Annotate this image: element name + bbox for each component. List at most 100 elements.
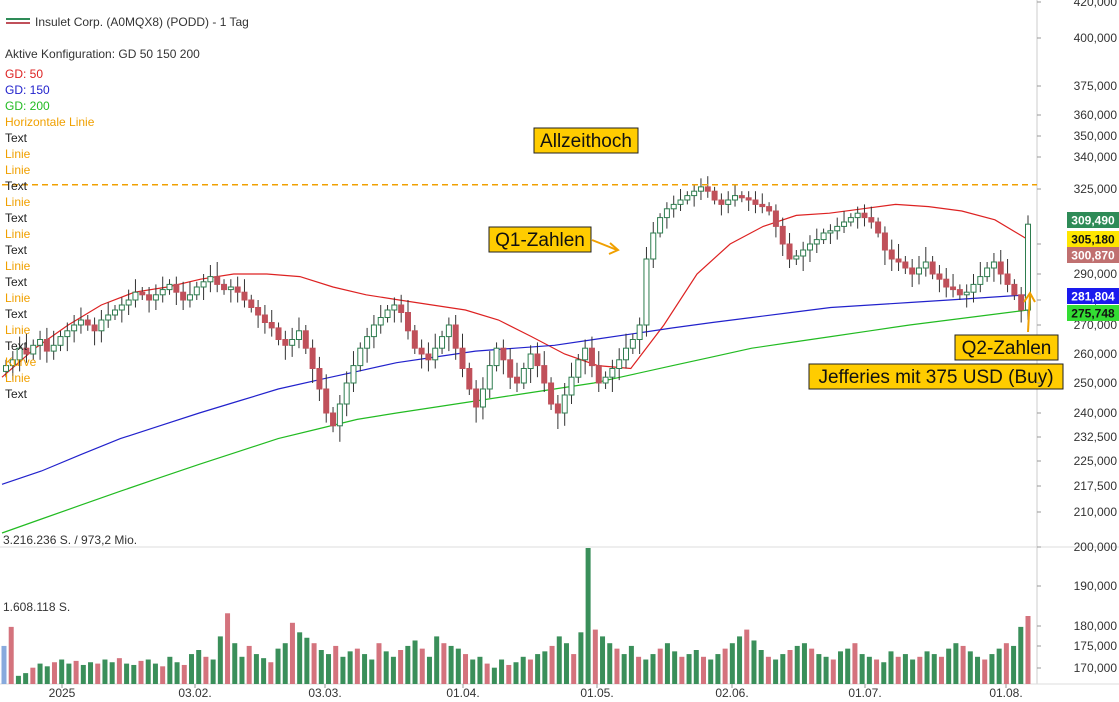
volume-bar <box>477 656 483 684</box>
y-tick-label: 420,000 <box>1074 0 1118 9</box>
candle-body <box>977 276 984 285</box>
y-axis: 420,000 400,000 375,000 360,000 350,000 340,0… <box>1037 0 1117 675</box>
volume-bar <box>866 656 872 684</box>
x-tick-label: 01.04. <box>446 686 479 700</box>
arrow-line <box>591 239 618 251</box>
annotation-box <box>488 226 592 253</box>
volume-bar <box>996 648 1002 684</box>
volume-bar <box>463 654 469 684</box>
volume-bar <box>131 664 137 684</box>
candle-body <box>691 190 698 197</box>
volume-bar <box>289 622 295 684</box>
volume-bar <box>275 648 281 684</box>
candle-body <box>71 324 78 332</box>
candle-body <box>984 267 991 278</box>
candle-body <box>514 376 520 384</box>
volume-bar <box>1 645 7 684</box>
volume-bar <box>823 656 829 684</box>
volume-bar <box>902 654 908 684</box>
candle-body <box>309 347 316 370</box>
volume-bar <box>628 645 634 684</box>
volume-bar <box>513 662 519 684</box>
legend-item: Linie <box>5 195 31 209</box>
y-tick-label: 180,000 <box>1074 619 1118 633</box>
volume-bar <box>455 648 461 684</box>
x-tick-label: 03.03. <box>308 686 341 700</box>
volume-bar <box>390 656 396 684</box>
legend-item: Text <box>5 179 28 193</box>
volume-bar <box>282 643 288 684</box>
volume-bar <box>578 632 584 684</box>
volume-bar <box>614 648 620 684</box>
candle-body <box>909 267 916 275</box>
volume-bar <box>542 651 548 684</box>
volume-bar <box>1003 643 1009 684</box>
annotation-box <box>533 127 639 154</box>
y-tick-label: 375,000 <box>1074 79 1118 93</box>
candle-body <box>30 344 37 355</box>
candle-body <box>902 261 909 269</box>
volume-bar <box>383 651 389 684</box>
price-tag-value: 309,490 <box>1071 214 1115 228</box>
candle-body <box>404 312 411 332</box>
gd150-line <box>1 294 1029 485</box>
candle-body <box>718 199 725 205</box>
volume-bar <box>636 656 642 684</box>
volume-bar <box>758 650 764 684</box>
volume-bar <box>261 658 267 684</box>
candle-body <box>609 368 616 378</box>
volume-bar <box>59 659 65 684</box>
price-tag <box>1067 212 1119 228</box>
candle-body <box>9 359 16 367</box>
candle-body <box>616 359 623 369</box>
candle-body <box>227 286 234 291</box>
volume-bar <box>924 651 930 684</box>
y-tick-label: 175,000 <box>1074 639 1118 653</box>
volume-bar <box>621 654 627 684</box>
volume-bar <box>95 663 101 684</box>
volume-bar <box>953 643 959 684</box>
volume-bar <box>874 659 880 684</box>
candle-body <box>1011 283 1018 296</box>
candle-body <box>221 283 228 291</box>
volume-bar <box>881 662 887 684</box>
annotation-box <box>954 334 1059 361</box>
candle-body <box>418 347 425 355</box>
legend-item: GD: 150 <box>5 83 50 97</box>
candle-body <box>561 394 568 414</box>
candlesticks <box>3 176 1031 442</box>
candle-body <box>684 195 691 201</box>
candle-body <box>152 294 159 301</box>
y-tick-label: 290,000 <box>1074 267 1118 281</box>
volume-bar <box>138 660 144 684</box>
candle-body <box>323 388 330 414</box>
volume-bar <box>419 648 425 684</box>
volume-bar <box>600 636 606 684</box>
candle-body <box>657 217 664 234</box>
price-tag-value: 305,180 <box>1071 233 1115 247</box>
candle-body <box>391 304 398 311</box>
candle-body <box>207 276 214 283</box>
volume-bar <box>491 667 497 684</box>
volume-bar <box>859 654 865 684</box>
candle-body <box>452 324 459 349</box>
candle-body <box>193 286 200 296</box>
candle-body <box>302 330 309 349</box>
candle-body <box>970 283 977 293</box>
volume-bar <box>174 662 180 684</box>
legend-item: Text <box>5 339 28 353</box>
candle-body <box>432 347 439 361</box>
candle-body <box>759 203 766 208</box>
candle-body <box>77 319 84 326</box>
volume-bar <box>664 643 670 684</box>
volume-bar <box>405 645 411 684</box>
candle-body <box>173 283 180 293</box>
volume-bar <box>196 650 202 684</box>
volume-bar <box>333 645 339 684</box>
y-tick-label: 232,500 <box>1074 430 1118 444</box>
volume-bar <box>30 667 36 684</box>
arrow-line <box>1027 293 1031 333</box>
price-tags: 309,490 305,180 300,870 281,804 275,748 <box>1067 212 1119 321</box>
candle-body <box>711 190 718 201</box>
candle-body <box>725 199 732 205</box>
